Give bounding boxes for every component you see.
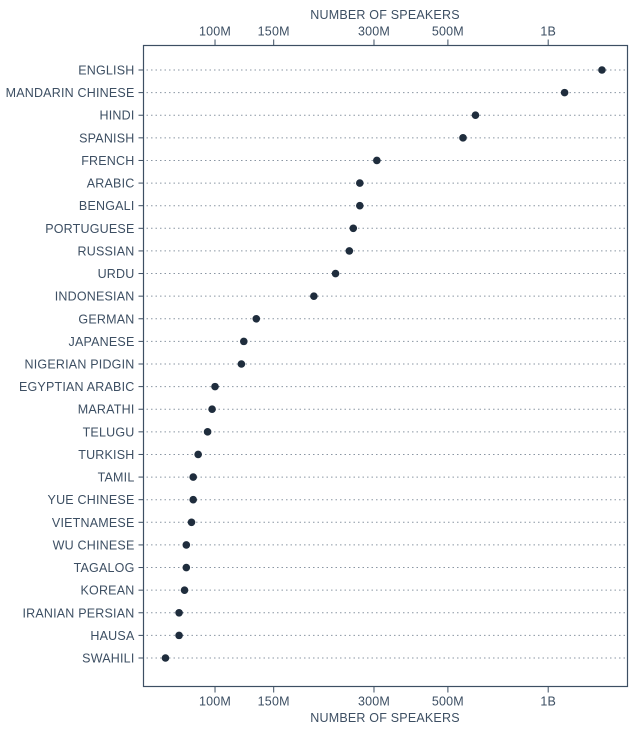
y-tick-label: INDONESIAN [55,290,135,304]
x-tick-label-top: 100M [199,25,231,39]
y-tick-label: WU CHINESE [53,538,135,552]
data-point [598,66,606,74]
x-axis-title-top: NUMBER OF SPEAKERS [310,8,459,22]
y-tick-label: KOREAN [81,584,135,598]
y-tick-label: URDU [98,267,135,281]
y-tick-label: SPANISH [79,131,134,145]
x-tick-label-top: 150M [258,25,290,39]
y-tick-label: TAMIL [98,471,135,485]
x-tick-label-top: 500M [432,25,464,39]
data-point [203,428,212,436]
y-tick-label: ARABIC [87,177,135,191]
data-point [194,450,202,459]
y-tick-label: EGYPTIAN ARABIC [19,380,135,394]
y-tick-label: HINDI [99,109,134,123]
data-point [349,224,358,233]
y-tick-label: NIGERIAN PIDGIN [25,358,135,372]
y-tick-label: RUSSIAN [78,244,135,258]
y-tick-label: YUE CHINESE [48,493,135,507]
data-point [208,405,216,414]
y-tick-label: MANDARIN CHINESE [6,86,135,100]
y-tick-label: IRANIAN PERSIAN [22,606,134,620]
data-point [175,631,183,640]
y-tick-label: VIETNAMESE [52,516,135,530]
y-tick-label: JAPANESE [69,335,135,349]
data-point [211,382,219,391]
y-tick-label: MARATHI [78,403,135,417]
data-point [373,156,381,165]
x-tick-label-bottom: 300M [358,695,390,709]
data-point [182,541,191,549]
data-point [345,247,354,255]
data-point [356,179,364,187]
x-tick-label-bottom: 100M [199,695,231,709]
data-point [471,111,480,120]
x-tick-label-bottom: 1B [540,695,556,709]
data-point [331,269,340,278]
data-point [310,292,318,300]
x-tick-label-bottom: 150M [258,695,290,709]
x-axis-title-bottom: NUMBER OF SPEAKERS [310,711,459,725]
data-point [175,608,183,617]
y-tick-label: FRENCH [81,154,134,168]
data-point [189,495,197,504]
data-point [239,337,248,346]
data-point [187,518,196,527]
data-point [189,473,197,481]
y-tick-label: ENGLISH [78,64,134,78]
data-point [161,654,170,662]
data-point [459,134,467,142]
y-tick-label: BENGALI [79,199,135,213]
x-tick-label-top: 300M [358,25,390,39]
data-point [237,360,246,368]
plot-frame [142,44,629,688]
data-point [180,586,189,594]
y-tick-label: TAGALOG [74,561,135,575]
y-tick-label: PORTUGUESE [45,222,134,236]
y-tick-label: HAUSA [90,629,135,643]
data-point [560,88,569,97]
y-tick-label: SWAHILI [82,652,134,666]
data-point [182,563,191,572]
x-tick-label-bottom: 500M [432,695,464,709]
y-tick-label: GERMAN [78,312,134,326]
x-tick-label-top: 1B [540,25,556,39]
y-tick-label: TURKISH [78,448,134,462]
data-point [356,201,364,210]
y-tick-label: TELUGU [83,425,135,439]
data-point [252,314,261,323]
